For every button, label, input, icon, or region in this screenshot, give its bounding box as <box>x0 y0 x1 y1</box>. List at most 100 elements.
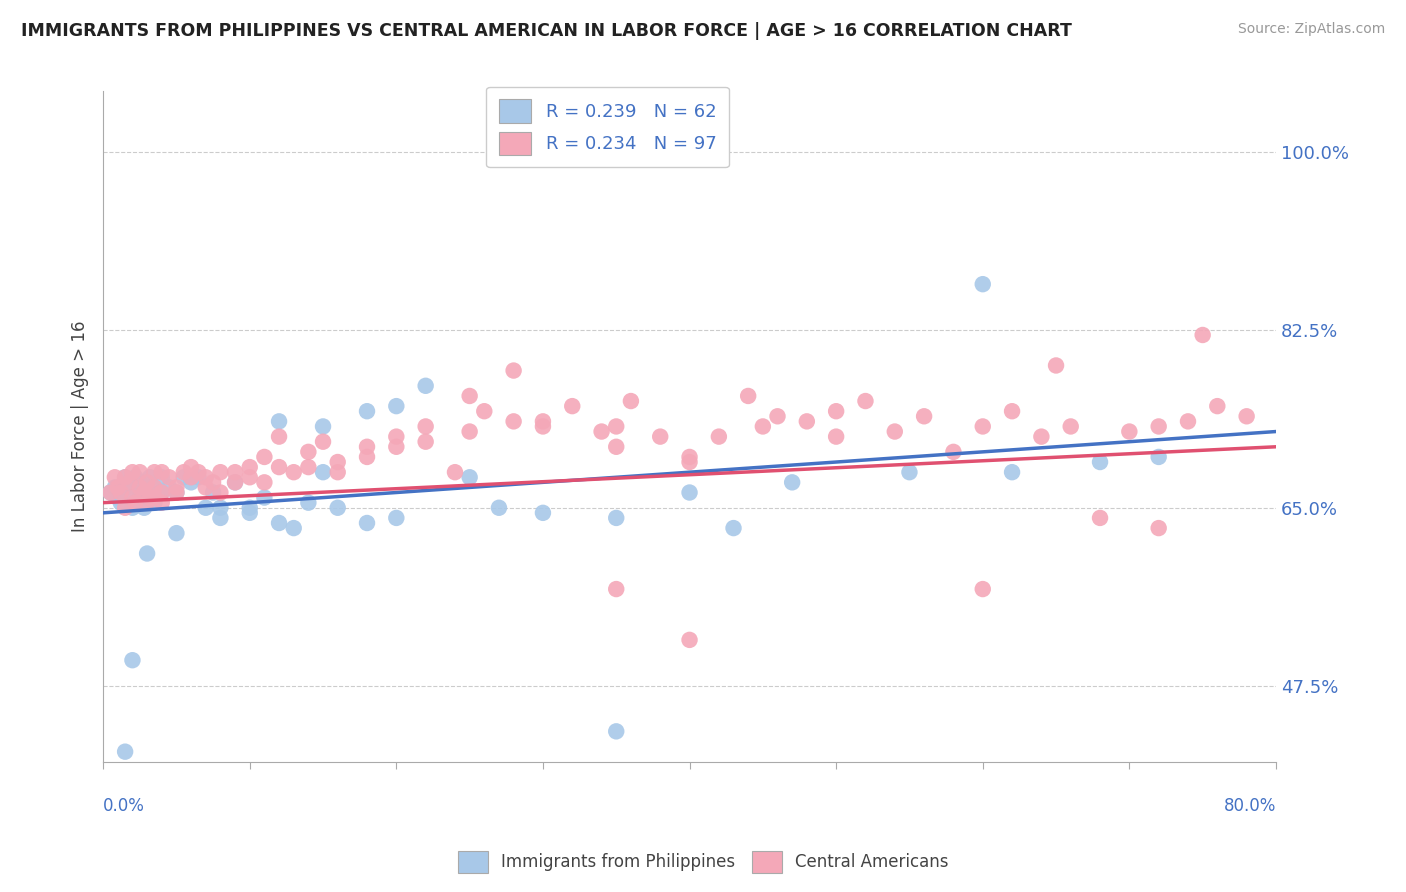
Point <box>104 480 127 494</box>
Point <box>415 434 437 449</box>
Point <box>157 480 180 494</box>
Point <box>678 632 700 647</box>
Legend: R = 0.239   N = 62, R = 0.234   N = 97: R = 0.239 N = 62, R = 0.234 N = 97 <box>486 87 728 168</box>
Point <box>1088 511 1111 525</box>
Point <box>458 470 481 484</box>
Point <box>224 465 246 479</box>
Point <box>855 394 877 409</box>
Point <box>253 475 276 490</box>
Point <box>312 434 335 449</box>
Point <box>136 475 159 490</box>
Point <box>187 470 209 484</box>
Point <box>143 496 166 510</box>
Point <box>118 485 141 500</box>
Point <box>121 500 143 515</box>
Point <box>143 465 166 479</box>
Y-axis label: In Labor Force | Age > 16: In Labor Force | Age > 16 <box>72 321 89 533</box>
Point <box>297 445 319 459</box>
Point <box>124 470 146 484</box>
Point <box>253 491 276 505</box>
Point <box>825 404 848 418</box>
Legend: Immigrants from Philippines, Central Americans: Immigrants from Philippines, Central Ame… <box>451 845 955 880</box>
Point <box>194 480 217 494</box>
Point <box>1147 419 1170 434</box>
Point <box>128 475 150 490</box>
Point <box>128 491 150 505</box>
Point <box>267 460 290 475</box>
Point <box>1147 450 1170 464</box>
Point <box>972 277 994 292</box>
Point <box>114 470 136 484</box>
Point <box>165 480 187 494</box>
Point <box>150 470 173 484</box>
Point <box>707 429 730 443</box>
Point <box>972 419 994 434</box>
Point <box>157 470 180 484</box>
Point <box>356 450 378 464</box>
Point <box>224 475 246 490</box>
Point <box>283 465 305 479</box>
Point <box>136 496 159 510</box>
Point <box>134 485 156 500</box>
Point <box>1060 419 1083 434</box>
Point <box>134 500 156 515</box>
Point <box>239 500 262 515</box>
Point <box>124 496 146 510</box>
Point <box>1088 455 1111 469</box>
Point <box>1118 425 1140 439</box>
Point <box>531 506 554 520</box>
Point <box>150 485 173 500</box>
Point <box>128 480 150 494</box>
Point <box>121 475 143 490</box>
Point <box>202 475 225 490</box>
Point <box>209 500 232 515</box>
Point <box>620 394 643 409</box>
Point <box>121 491 143 505</box>
Point <box>326 500 349 515</box>
Point <box>312 419 335 434</box>
Point <box>121 653 143 667</box>
Point <box>100 485 122 500</box>
Point <box>253 450 276 464</box>
Point <box>239 506 262 520</box>
Text: Source: ZipAtlas.com: Source: ZipAtlas.com <box>1237 22 1385 37</box>
Point <box>1147 521 1170 535</box>
Point <box>173 470 195 484</box>
Point <box>766 409 789 424</box>
Point <box>139 491 162 505</box>
Point <box>100 485 122 500</box>
Point <box>1191 328 1213 343</box>
Point <box>180 475 202 490</box>
Point <box>825 429 848 443</box>
Point <box>136 491 159 505</box>
Point <box>114 745 136 759</box>
Point <box>1206 399 1229 413</box>
Point <box>114 480 136 494</box>
Point <box>472 404 495 418</box>
Point <box>605 582 627 596</box>
Point <box>502 363 524 377</box>
Point <box>385 399 408 413</box>
Point <box>143 480 166 494</box>
Point <box>202 485 225 500</box>
Point <box>150 465 173 479</box>
Point <box>180 470 202 484</box>
Point <box>187 465 209 479</box>
Point <box>180 460 202 475</box>
Point <box>356 516 378 530</box>
Point <box>128 465 150 479</box>
Point <box>110 496 132 510</box>
Point <box>107 491 129 505</box>
Point <box>678 485 700 500</box>
Point <box>326 455 349 469</box>
Point <box>1236 409 1258 424</box>
Point <box>678 450 700 464</box>
Point <box>165 485 187 500</box>
Point <box>239 460 262 475</box>
Point <box>110 485 132 500</box>
Point <box>114 470 136 484</box>
Point <box>898 465 921 479</box>
Point <box>531 419 554 434</box>
Point <box>165 526 187 541</box>
Point <box>444 465 467 479</box>
